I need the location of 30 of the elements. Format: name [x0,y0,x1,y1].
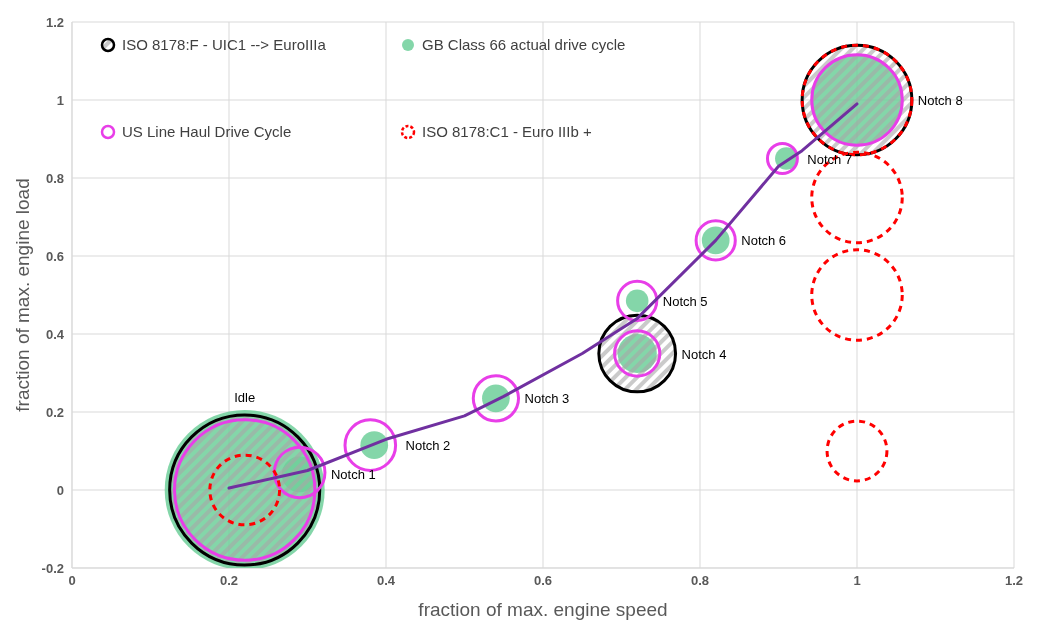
legend-label: ISO 8178:C1 - Euro IIIb + [422,123,592,140]
y-tick-label: 0.8 [45,170,64,186]
annotation: Notch 4 [681,346,727,362]
annotation: Notch 1 [330,467,376,483]
x-tick-label: 1.2 [1004,573,1024,589]
y-tick-label: 0.6 [45,248,64,264]
legend-label: ISO 8178:F - UIC1 --> EuroIIIa [122,36,326,53]
annotation: Notch 3 [524,391,570,407]
x-tick-label: 0 [68,573,76,589]
x-tick-label: 0.4 [376,573,396,589]
annotation: Notch 6 [741,233,787,249]
y-tick-label: 1.2 [45,14,64,30]
x-tick-label: 0.8 [690,573,710,589]
annotation: Notch 7 [807,151,853,167]
x-tick-label: 0.2 [219,573,239,589]
legend-label: US Line Haul Drive Cycle [122,123,292,140]
x-tick-label: 1 [853,573,861,589]
annotation: Notch 2 [405,438,451,454]
y-axis-title: fraction of max. engine load [11,178,33,412]
y-tick-label: 0.2 [45,404,64,420]
legend-label: GB Class 66 actual drive cycle [422,36,626,53]
annotation: Notch 8 [917,93,963,108]
y-tick-label: 1 [56,92,64,108]
annotation: Idle [234,390,256,405]
x-tick-label: 0.6 [533,573,553,589]
y-tick-label: 0 [56,482,64,498]
y-tick-label: -0.2 [41,560,64,576]
annotation: Notch 5 [662,293,708,309]
x-axis-title: fraction of max. engine speed [418,599,668,620]
y-tick-label: 0.4 [45,326,65,342]
